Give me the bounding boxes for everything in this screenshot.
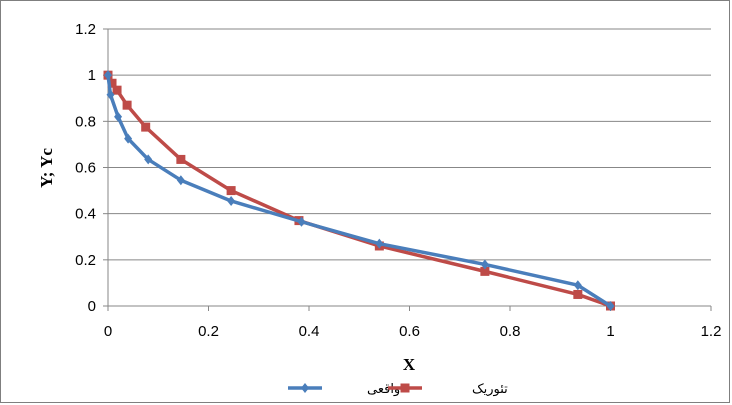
y-tick-label: 1.2: [75, 21, 96, 38]
x-tick-label: 0.4: [299, 323, 320, 340]
x-tick-labels: 0 0.2 0.4 0.6 0.8 1 1.2: [104, 323, 722, 340]
x-tick-label: 1.2: [701, 323, 722, 340]
data-point-diamond: [297, 216, 306, 227]
x-tick-label: 0: [104, 323, 112, 340]
x-axis-title: X: [403, 355, 416, 374]
gridlines: [108, 28, 711, 261]
series-line: [106, 74, 612, 308]
x-tick-label: 0.8: [500, 323, 521, 340]
y-tick-label: 0.6: [75, 160, 96, 177]
data-point-square: [573, 289, 583, 299]
series-line: [106, 74, 612, 308]
data-point-diamond: [104, 70, 112, 81]
x-tick-label: 0.6: [399, 323, 420, 340]
data-point-square: [226, 186, 236, 196]
legend-label: واقعی: [367, 382, 400, 397]
data-point-square: [480, 266, 490, 276]
data-point-diamond: [176, 175, 185, 186]
data-point-square: [107, 78, 117, 88]
series-actual: [104, 70, 615, 311]
data-point-square: [122, 100, 132, 110]
y-tick-label: 0.4: [75, 206, 96, 223]
legend-entry-actual: واقعی: [288, 382, 400, 397]
data-point-diamond: [106, 89, 115, 100]
y-axis-title: Y; Yc: [37, 148, 56, 188]
axes: [103, 28, 712, 311]
data-point-square: [400, 383, 410, 393]
data-point-diamond: [480, 259, 489, 270]
data-point-square: [176, 154, 186, 164]
data-point-diamond: [301, 383, 309, 393]
data-point-diamond: [573, 280, 582, 291]
data-point-diamond: [227, 195, 236, 206]
data-point-diamond: [144, 154, 153, 165]
y-tick-labels: 0 0.2 0.4 0.6 0.8 1 1.2: [75, 21, 96, 315]
legend: واقعی تئوریک: [288, 382, 508, 397]
data-point-diamond: [114, 111, 123, 122]
y-tick-label: 1: [88, 67, 96, 84]
data-point-diamond: [606, 301, 615, 311]
y-tick-label: 0.8: [75, 113, 96, 130]
x-tick-label: 0.2: [198, 323, 219, 340]
x-tick-label: 1: [606, 323, 614, 340]
data-point-square: [141, 122, 151, 132]
data-point-square: [112, 85, 122, 95]
y-tick-label: 0: [88, 298, 96, 315]
legend-entry-theoretical: تئوریک: [388, 382, 508, 397]
data-point-diamond: [375, 238, 384, 249]
series-theoretical: [103, 70, 615, 311]
data-point-diamond: [124, 133, 133, 144]
legend-label: تئوریک: [472, 382, 508, 397]
y-tick-label: 0.2: [75, 252, 96, 269]
series-lines: [103, 70, 615, 311]
